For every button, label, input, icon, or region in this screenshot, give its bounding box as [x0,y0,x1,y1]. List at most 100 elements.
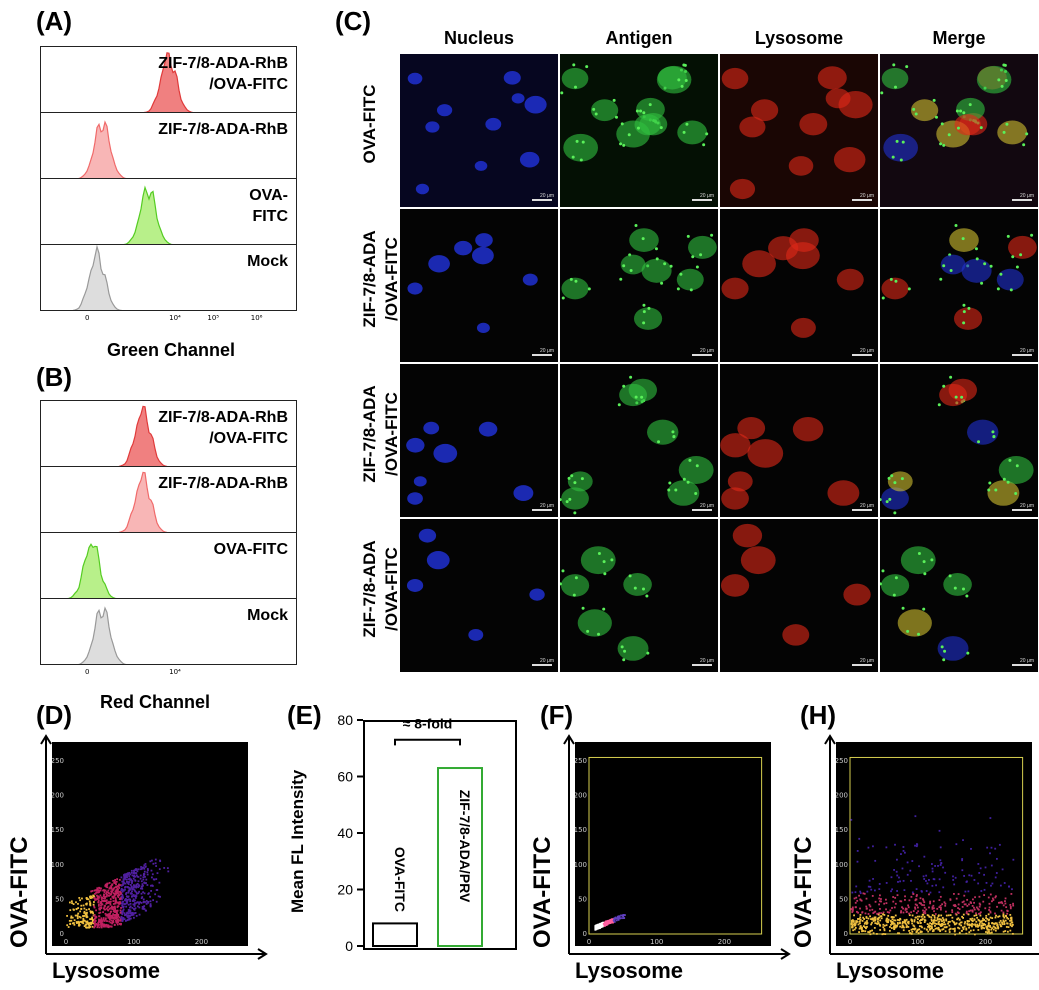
scatter-point [120,887,123,890]
scatter-point [957,903,960,906]
cell-signal [519,151,540,168]
scale-bar [692,354,712,356]
cell-signal [998,456,1034,484]
scatter-point [120,923,122,925]
scatter-point [883,902,886,905]
scatter-point [94,924,97,927]
scatter-point [117,896,120,898]
scatter-point [912,924,915,927]
scatter-point [885,924,888,927]
scatter-point [116,906,119,909]
scatter-point [988,902,991,905]
scatter-point [98,887,101,890]
scatter-point [144,882,147,885]
scatter-point [130,892,132,895]
signal-dot [940,122,944,126]
scatter-point [133,884,136,887]
scatter-point [885,898,887,901]
scatter-point [904,895,906,898]
scatter-point [111,883,114,886]
scatter-point [899,900,902,903]
scatter-point [920,919,922,921]
scatter-point [878,903,880,906]
cell-signal [817,66,847,90]
microscopy-cell: 20 μm [880,519,1038,672]
microscopy-column-header: Nucleus [443,28,515,48]
scatter-point [138,884,140,887]
signal-dot [895,139,899,143]
scatter-point [126,895,129,898]
scatter-point [882,926,885,929]
scatter-point [147,869,149,872]
scatter-point [890,923,892,926]
scatter-point [999,919,1002,922]
scatter-point [620,914,622,917]
scatter-point [127,873,130,876]
signal-dot [966,651,970,655]
scatter-point [119,909,122,912]
scatter-point [872,918,875,920]
scatter-point [964,921,967,923]
scatter-point [926,882,929,885]
scatter-point [859,890,862,893]
scatter-point [166,867,169,870]
scatter-y-tick: 250 [575,757,587,765]
scale-bar [1012,354,1032,356]
scatter-point [85,920,87,923]
scatter-point [948,924,951,927]
scatter-point [951,911,954,913]
signal-dot [899,158,903,162]
signal-dot [1003,63,1007,67]
signal-dot [677,78,681,82]
scatter-point [121,917,123,919]
scatter-point [978,872,981,874]
scatter-point [999,884,1002,887]
signal-dot [880,582,882,586]
scatter-point [919,919,921,922]
scatter-point [878,916,881,919]
scatter-point [911,891,914,894]
scatter-point [93,897,96,899]
cell-signal [881,277,909,300]
scatter-point [141,883,144,886]
scatter-point [873,916,876,919]
scatter-point [142,866,145,869]
cell-signal [503,71,521,85]
scatter-point [109,925,112,928]
signal-dot [699,253,703,257]
scatter-point [897,880,899,883]
signal-dot [682,130,686,134]
scatter-point [930,916,933,919]
scatter-point [124,898,127,900]
scatter-point [611,921,614,924]
scatter-point [851,906,854,909]
scatter-point [974,896,976,899]
scatter-point [985,914,988,917]
scatter-point [867,913,870,915]
scatter-point [117,901,120,904]
scatter-point [155,889,158,891]
scatter-point [894,924,897,927]
scatter-point [128,886,130,889]
scatter-point [886,917,889,920]
scatter-point [145,900,148,902]
cell-signal [1008,235,1037,259]
scatter-point [878,883,881,885]
scale-bar [1012,664,1032,666]
bar-category-label: OVA-FITC [392,847,408,912]
scatter-point [858,927,861,930]
panel-label-h: (H) [800,700,837,730]
signal-dot [695,464,699,468]
scatter-point [134,897,137,899]
scatter-point [89,910,92,913]
scatter-y-tick: 200 [836,792,848,800]
scatter-point [104,924,107,927]
scatter-point [123,918,126,921]
scatter-point [858,920,861,923]
scatter-point [988,906,991,909]
scatter-point [116,912,118,915]
cell-signal [633,307,663,330]
scatter-point [125,878,128,881]
scatter-point [1006,930,1009,933]
scatter-point [70,900,73,903]
